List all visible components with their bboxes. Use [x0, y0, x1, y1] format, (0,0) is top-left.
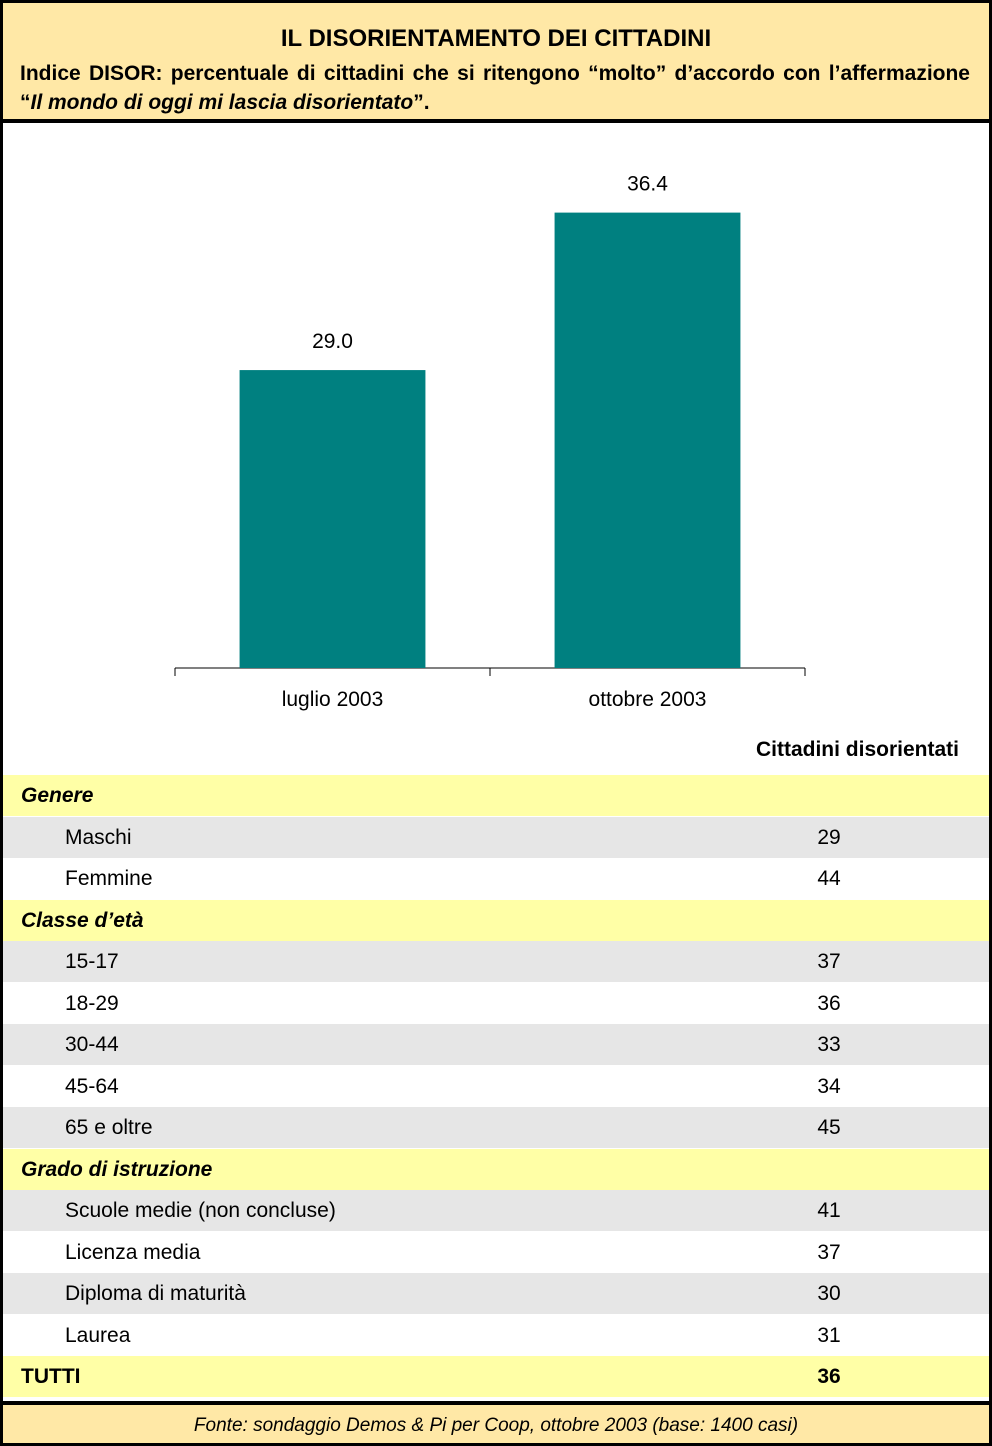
- data-row: Licenza media 37: [3, 1231, 989, 1273]
- row-label: 30-44: [65, 1033, 119, 1056]
- data-row: Maschi 29: [3, 816, 989, 858]
- data-row: Diploma di maturità 30: [3, 1273, 989, 1314]
- bar: [554, 212, 741, 668]
- data-row: 18-29 36: [3, 982, 989, 1024]
- data-row: Laurea 31: [3, 1314, 989, 1356]
- data-row: Femmine 44: [3, 858, 989, 899]
- footer: Fonte: sondaggio Demos & Pi per Coop, ot…: [3, 1401, 989, 1443]
- row-value: 31: [817, 1323, 841, 1347]
- row-label: 45-64: [65, 1074, 119, 1098]
- data-row: 45-64 34: [3, 1065, 989, 1107]
- header: IL DISORIENTAMENTO DEI CITTADINI Indice …: [3, 3, 989, 123]
- row-label: Genere: [21, 784, 94, 807]
- data-row: Scuole medie (non concluse) 41: [3, 1190, 989, 1231]
- row-value: 41: [817, 1199, 841, 1222]
- row-label: 18-29: [65, 991, 119, 1015]
- row-value: 44: [817, 867, 841, 890]
- row-label: TUTTI: [21, 1365, 81, 1388]
- row-value: 37: [817, 1240, 841, 1264]
- title: IL DISORIENTAMENTO DEI CITTADINI: [280, 25, 712, 52]
- row-label: Laurea: [65, 1323, 131, 1347]
- bar: [239, 370, 426, 668]
- value-label: 36.4: [627, 173, 668, 196]
- group-row: Genere: [3, 775, 989, 816]
- data-row: 15-17 37: [3, 941, 989, 982]
- data-row: 30-44 33: [3, 1024, 989, 1065]
- row-label: Diploma di maturità: [65, 1282, 246, 1305]
- row-value: 34: [817, 1074, 841, 1098]
- row-label: Maschi: [65, 825, 132, 849]
- row-label: Licenza media: [65, 1240, 201, 1264]
- chart: luglio 2003 29.0 ottobre 2003 36.4: [174, 173, 806, 711]
- row-value: 29: [817, 825, 841, 849]
- row-value: 45: [817, 1116, 841, 1139]
- total-row: TUTTI 36: [3, 1356, 989, 1397]
- table-header: Cittadini disorientati: [755, 738, 959, 761]
- group-row: Grado di istruzione: [3, 1148, 989, 1190]
- group-row: Classe d’età: [3, 899, 989, 941]
- row-label: Classe d’età: [21, 908, 144, 932]
- x-tick-label: luglio 2003: [282, 688, 384, 711]
- row-label: Femmine: [65, 867, 153, 890]
- row-value: 37: [817, 950, 841, 973]
- row-label: Grado di istruzione: [21, 1157, 213, 1181]
- row-value: 33: [817, 1033, 841, 1056]
- row-label: Scuole medie (non concluse): [65, 1199, 336, 1222]
- value-label: 29.0: [312, 330, 353, 353]
- data-row: 65 e oltre 45: [3, 1107, 989, 1148]
- subtitle-quote: Il mondo di oggi mi lascia disorientato: [30, 91, 414, 114]
- x-tick-label: ottobre 2003: [589, 688, 707, 711]
- subtitle: Indice DISOR: percentuale di cittadini c…: [20, 59, 970, 117]
- row-label: 65 e oltre: [65, 1116, 153, 1139]
- subtitle-text: Indice DISOR: percentuale di cittadini c…: [20, 62, 970, 114]
- row-label: 15-17: [65, 950, 119, 973]
- subtitle-text: ”.: [413, 91, 430, 114]
- row-value: 36: [817, 1365, 841, 1388]
- row-value: 30: [817, 1282, 841, 1305]
- row-value: 36: [817, 991, 841, 1015]
